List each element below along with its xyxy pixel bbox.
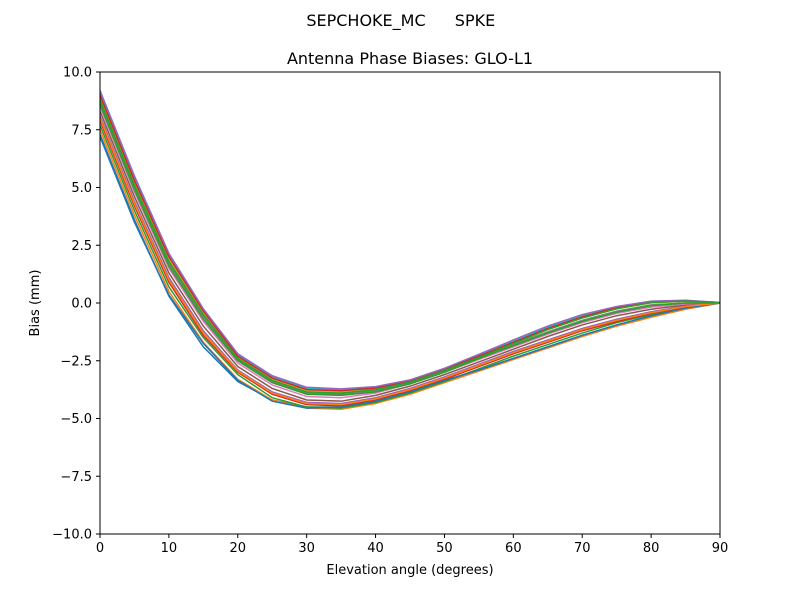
x-axis-label: Elevation angle (degrees) [326, 563, 493, 578]
y-tick-label: −2.5 [60, 354, 92, 369]
y-tick-label: −5.0 [60, 412, 92, 427]
y-tick-label: 0.0 [71, 297, 92, 312]
y-axis-ticks: −10.0 −7.5 −5.0 −2.5 0.0 2.5 5.0 7.5 10.0 [52, 66, 100, 543]
figure-suptitle-right: SPKE [455, 11, 495, 30]
series-line-13 [99, 94, 721, 392]
y-tick-label: 10.0 [63, 66, 92, 81]
series-line-15 [99, 99, 721, 394]
x-tick-label: 90 [712, 541, 729, 556]
plot-area [100, 72, 720, 534]
x-tick-label: 60 [505, 541, 522, 556]
y-axis-label: Bias (mm) [28, 270, 43, 337]
y-tick-label: −7.5 [60, 470, 92, 485]
series-line-4 [99, 115, 721, 405]
x-tick-label: 0 [96, 541, 104, 556]
y-tick-label: 7.5 [71, 123, 92, 138]
x-tick-label: 50 [436, 541, 453, 556]
series-line-11 [99, 117, 721, 406]
series-line-2 [99, 124, 721, 409]
x-tick-label: 30 [298, 541, 315, 556]
y-tick-label: −10.0 [52, 528, 92, 543]
y-tick-label: 2.5 [71, 239, 92, 254]
chart-title: Antenna Phase Biases: GLO-L1 [287, 49, 533, 68]
figure-suptitle-left: SEPCHOKE_MC [306, 11, 425, 31]
x-tick-label: 80 [643, 541, 660, 556]
x-tick-label: 20 [230, 541, 247, 556]
x-tick-label: 40 [367, 541, 384, 556]
x-tick-label: 70 [574, 541, 591, 556]
series-line-3 [99, 120, 721, 407]
series-group [99, 90, 721, 411]
x-axis-ticks: 0 10 20 30 40 50 60 70 80 90 [96, 534, 728, 556]
series-line-12 [99, 104, 720, 397]
series-line-14 [99, 90, 721, 390]
series-line-10 [99, 136, 721, 409]
y-tick-label: 5.0 [71, 181, 92, 196]
x-tick-label: 10 [161, 541, 178, 556]
series-line-5 [99, 110, 721, 402]
